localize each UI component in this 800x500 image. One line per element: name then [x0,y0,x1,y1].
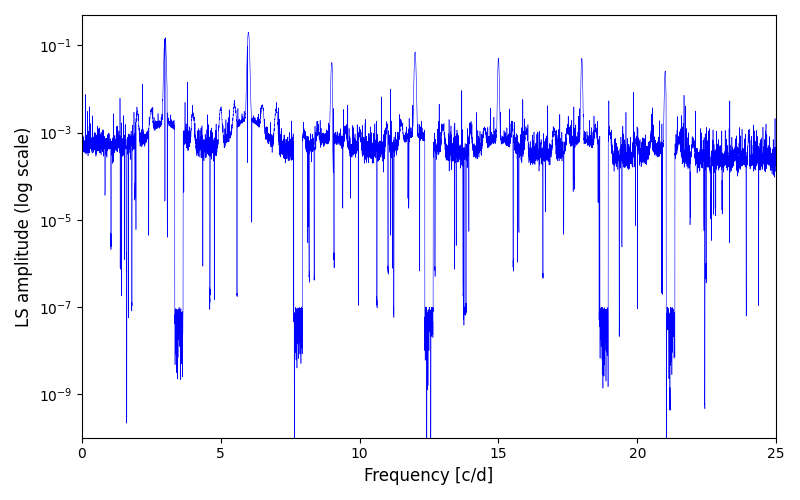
Y-axis label: LS amplitude (log scale): LS amplitude (log scale) [15,126,33,326]
X-axis label: Frequency [c/d]: Frequency [c/d] [364,467,494,485]
